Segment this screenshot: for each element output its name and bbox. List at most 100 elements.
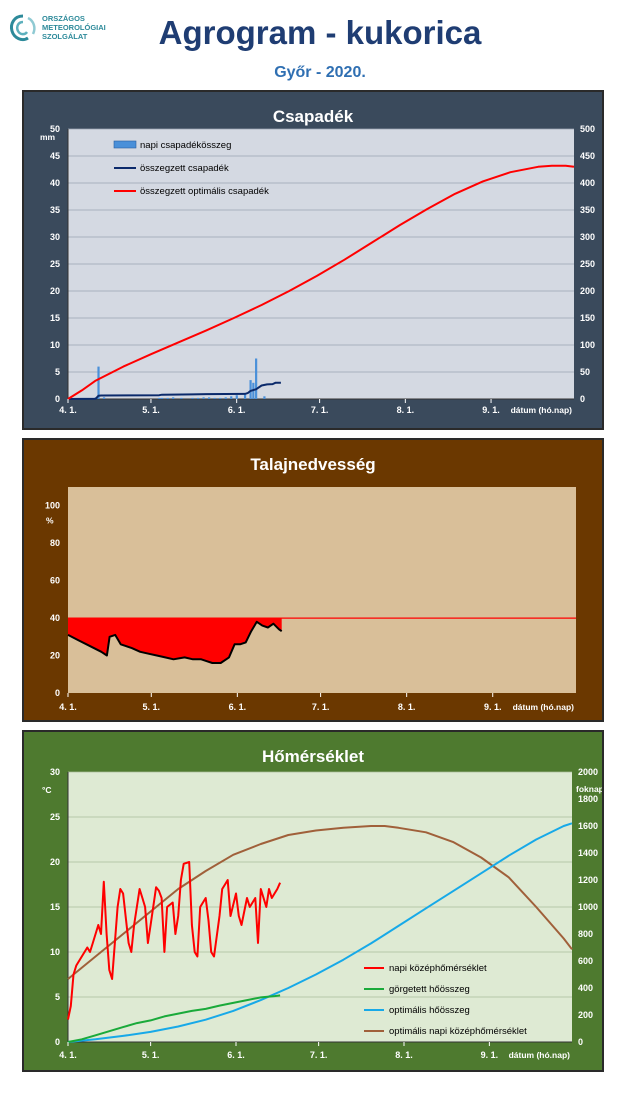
y-tick-label-right: 300 <box>580 232 595 242</box>
y-tick-label-right: 200 <box>580 286 595 296</box>
x-axis-label: dátum (hó.nap) <box>509 1050 571 1060</box>
x-tick-label: 6. 1. <box>229 702 247 712</box>
x-tick-label: 6. 1. <box>228 405 246 415</box>
y-tick-label-left: 30 <box>50 232 60 242</box>
logo-text: ORSZÁGOS METEOROLÓGIAI SZOLGÁLAT <box>42 14 106 41</box>
x-tick-label: 8. 1. <box>398 702 416 712</box>
x-tick-label: 5. 1. <box>143 702 161 712</box>
legend-label: optimális hőösszeg <box>389 1005 470 1016</box>
y-tick-label-right: 500 <box>580 124 595 134</box>
chart-title: Csapadék <box>273 107 354 126</box>
x-tick-label: 8. 1. <box>395 1050 413 1060</box>
y-axis-label-left: mm <box>40 132 56 142</box>
y-tick-label-right: 2000 <box>578 767 598 777</box>
legend-label: optimális napi középhőmérséklet <box>389 1026 527 1037</box>
precip-bar <box>172 397 175 399</box>
y-tick-label: 80 <box>50 538 60 548</box>
precip-bar <box>255 358 258 399</box>
optimal-daily-temp-line <box>67 825 573 980</box>
y-tick-label-left: 5 <box>55 367 60 377</box>
temperature-panel: Hőmérséklet 0 5 10 15 20 25 30 0 200 400 600 800 1000… <box>22 730 604 1072</box>
precip-bar <box>102 397 106 399</box>
logo-line-3: SZOLGÁLAT <box>42 32 88 41</box>
x-tick-label: 4. 1. <box>59 1050 77 1060</box>
legend-label: összegzett optimális csapadék <box>140 186 269 197</box>
y-tick-label: 40 <box>50 613 60 623</box>
y-tick-label-left: 0 <box>55 394 60 404</box>
y-tick-label-right: 1200 <box>578 875 598 885</box>
x-tick-label: 5. 1. <box>142 405 160 415</box>
y-tick-label-right: 1000 <box>578 902 598 912</box>
soil-moisture-line <box>67 620 283 664</box>
y-tick-label-left: 25 <box>50 259 60 269</box>
chart-title: Talajnedvesség <box>250 455 375 474</box>
y-tick-label-left: 40 <box>50 178 60 188</box>
precip-bar <box>158 397 161 399</box>
precip-bar <box>202 397 205 399</box>
cumulative-precip-line <box>67 381 281 400</box>
temperature-chart: Hőmérséklet 0 5 10 15 20 25 30 0 200 400 600 800 1000… <box>42 747 604 1060</box>
deficit-area <box>68 618 282 663</box>
precip-bar <box>191 397 194 399</box>
y-tick-label-right: 100 <box>580 340 595 350</box>
y-tick-label-right: 400 <box>578 983 593 993</box>
precip-bar <box>161 397 164 399</box>
y-tick-label-right: 800 <box>578 929 593 939</box>
precip-bar <box>243 394 247 399</box>
plot-area <box>68 487 576 693</box>
optimal-heat-sum-line <box>67 822 573 1043</box>
precip-bar <box>235 395 238 399</box>
logo-line-1: ORSZÁGOS <box>42 14 85 23</box>
x-tick-label: 7. 1. <box>310 1050 328 1060</box>
precipitation-panel: Csapadék 0 5 10 15 20 25 30 35 40 45 50 0 50 100 150 200… <box>22 90 604 430</box>
y-tick-label-right: 1400 <box>578 848 598 858</box>
x-tick-label: 9. 1. <box>481 1050 499 1060</box>
precip-bar <box>263 396 266 399</box>
rolling-heat-sum-line <box>67 994 281 1043</box>
y-axis-label-right: foknap <box>576 784 602 794</box>
y-tick-label-left: 20 <box>50 286 60 296</box>
y-tick-label-right: 600 <box>578 956 593 966</box>
y-tick-label-right: 400 <box>580 178 595 188</box>
x-tick-label: 6. 1. <box>227 1050 245 1060</box>
x-tick-label: 9. 1. <box>482 405 500 415</box>
y-tick-label-left: 45 <box>50 151 60 161</box>
y-tick-label-right: 350 <box>580 205 595 215</box>
x-tick-label: 7. 1. <box>311 405 329 415</box>
x-tick-label: 7. 1. <box>312 702 330 712</box>
y-tick-label-left: 10 <box>50 340 60 350</box>
x-tick-label: 4. 1. <box>59 702 77 712</box>
precip-bar <box>97 366 100 399</box>
y-tick-label-left: 0 <box>55 1037 60 1047</box>
y-tick-label: 100 <box>45 501 60 511</box>
y-tick-label: 20 <box>50 651 60 661</box>
soil-moisture-chart: Talajnedvesség 0 20 40 60 80 100% 4. 1. 5. 1. 6. … <box>45 455 576 712</box>
x-axis-label: dátum (hó.nap) <box>511 405 573 415</box>
legend-swatch-bar <box>113 140 137 149</box>
precip-bar <box>230 396 233 399</box>
y-tick-label-left: 35 <box>50 205 60 215</box>
y-tick-label-left: 50 <box>50 124 60 134</box>
y-tick-label-left: 25 <box>50 812 60 822</box>
y-tick-label: 60 <box>50 576 60 586</box>
y-axis-label: % <box>46 516 54 526</box>
y-tick-label-left: 15 <box>50 313 60 323</box>
y-tick-label-left: 20 <box>50 857 60 867</box>
x-axis-label: dátum (hó.nap) <box>513 702 575 712</box>
precipitation-chart: Csapadék05101520253035404550050100150200… <box>40 107 595 415</box>
x-tick-label: 5. 1. <box>142 1050 160 1060</box>
precip-bar <box>249 380 252 399</box>
soil-moisture-panel: Talajnedvesség 0 20 40 60 80 100% 4. 1. 5. 1. 6. … <box>22 438 604 722</box>
precip-bar <box>208 397 211 399</box>
chart-title: Hőmérséklet <box>262 747 364 766</box>
precip-bar <box>196 397 200 399</box>
daily-mean-temp-line <box>67 861 282 1020</box>
omsz-logo: ORSZÁGOS METEOROLÓGIAI SZOLGÁLAT <box>6 12 126 52</box>
y-tick-label-right: 1800 <box>578 794 598 804</box>
y-tick-label-left: 10 <box>50 947 60 957</box>
precip-bar <box>180 397 183 399</box>
legend-label: napi csapadékösszeg <box>140 140 231 151</box>
legend-label: görgetett hőösszeg <box>389 984 470 995</box>
logo-swirl-icon <box>10 14 36 42</box>
y-tick-label-right: 200 <box>578 1010 593 1020</box>
